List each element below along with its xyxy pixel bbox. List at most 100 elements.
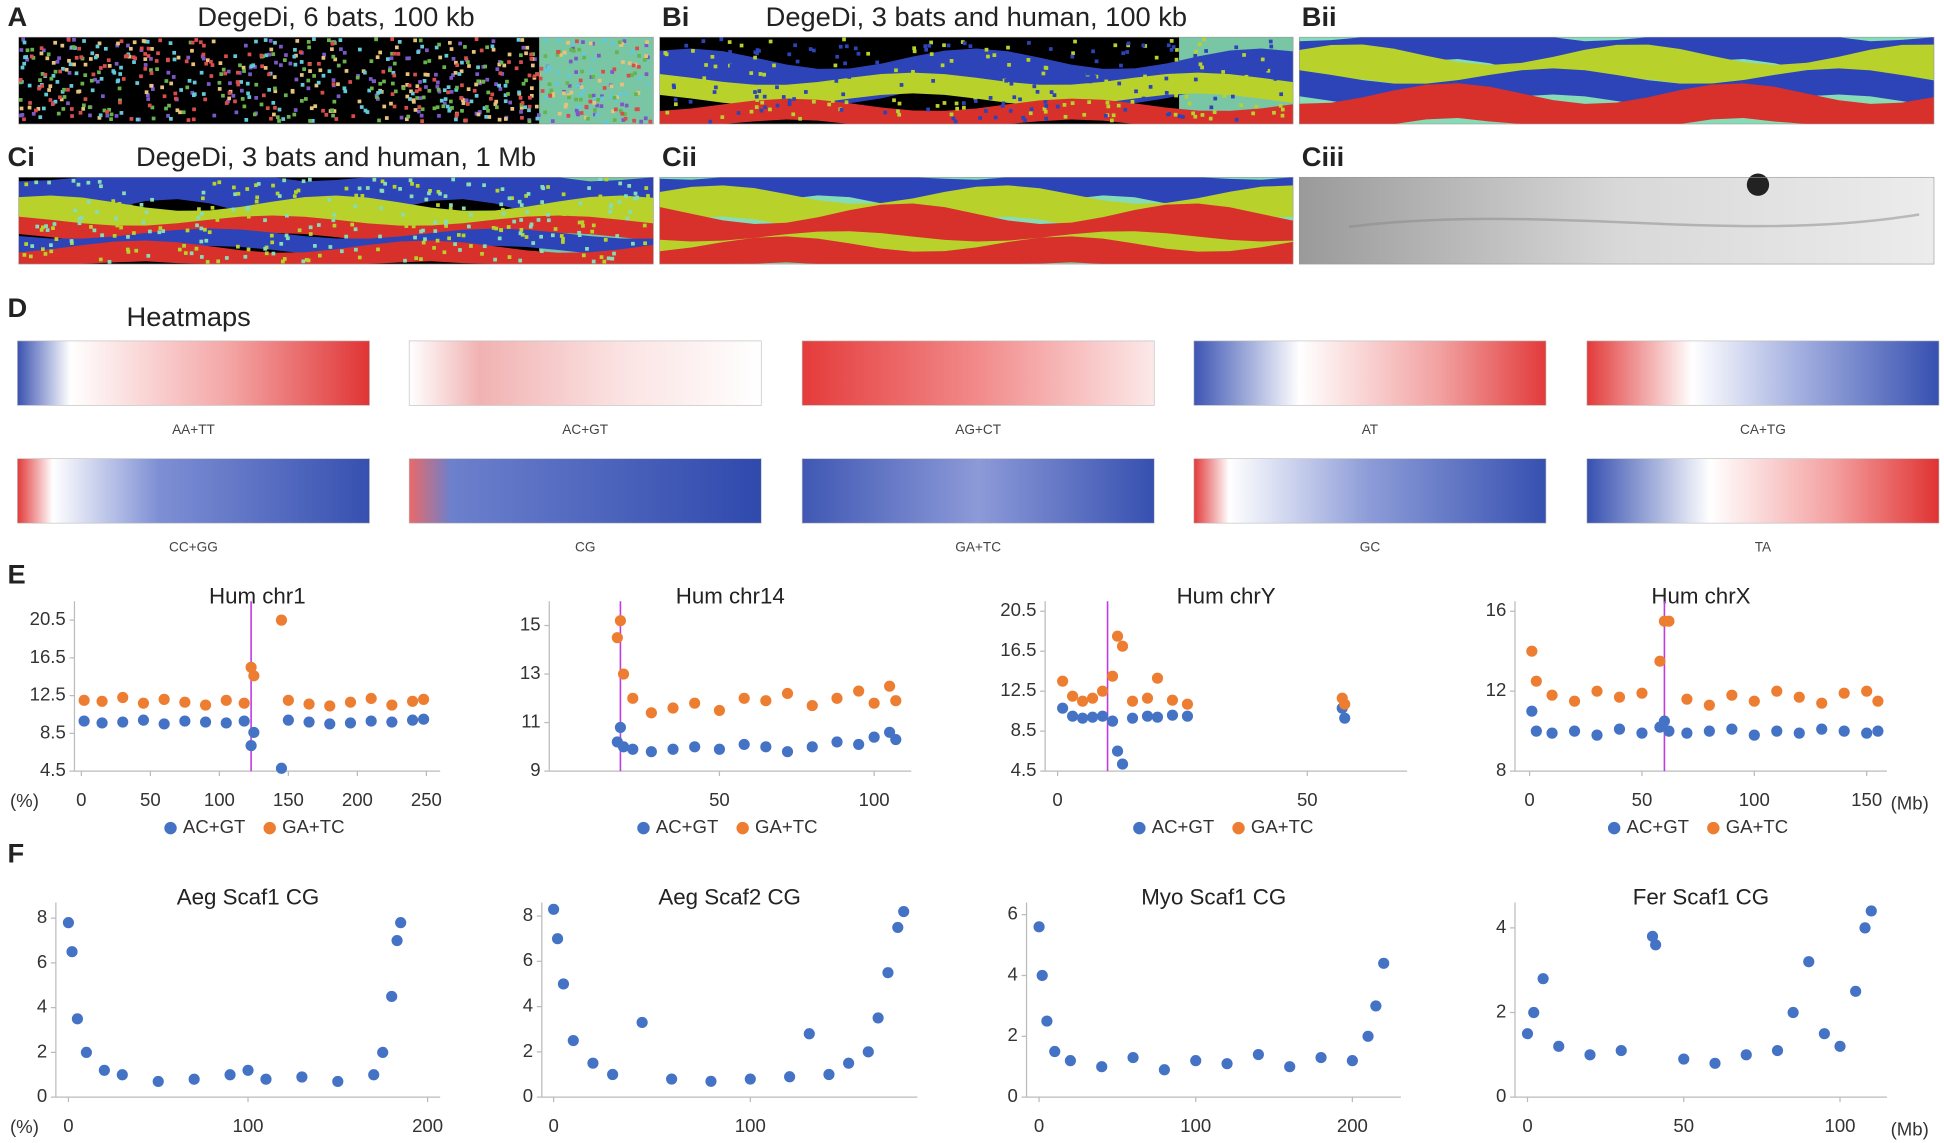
map-speckle	[524, 78, 528, 83]
map-speckle	[199, 239, 204, 244]
map-speckle	[331, 54, 336, 59]
map-speckle	[615, 50, 619, 55]
map-speckle	[279, 241, 284, 246]
map-speckle	[71, 45, 76, 49]
map-speckle	[60, 199, 65, 204]
map-speckle	[342, 59, 347, 64]
map-speckle	[672, 64, 677, 69]
map-speckle	[539, 234, 543, 239]
map-speckle	[648, 119, 653, 124]
map-speckle	[48, 84, 53, 89]
map-speckle	[20, 65, 25, 70]
map-speckle	[83, 97, 88, 101]
map-speckle	[475, 72, 480, 77]
map-speckle	[702, 76, 707, 81]
map-speckle	[1222, 93, 1227, 98]
data-point	[713, 704, 726, 717]
map-speckle	[265, 205, 269, 210]
map-speckle	[637, 53, 641, 58]
map-speckle	[627, 184, 632, 188]
data-point	[1111, 745, 1124, 757]
map-speckle	[254, 183, 258, 188]
map-speckle	[275, 191, 280, 196]
map-speckle	[417, 105, 422, 109]
map-speckle	[989, 89, 993, 94]
data-point	[1111, 630, 1124, 642]
map-speckle	[99, 184, 103, 189]
map-speckle	[466, 60, 470, 64]
data-point	[1033, 921, 1045, 933]
map-speckle	[1121, 51, 1126, 56]
y-tick-label: 13	[520, 662, 541, 683]
map-speckle	[28, 101, 32, 105]
map-speckle	[643, 241, 647, 246]
map-speckle	[404, 224, 409, 228]
map-speckle	[479, 48, 484, 53]
map-speckle	[40, 84, 45, 88]
map-speckle	[1173, 112, 1178, 117]
map-speckle	[844, 100, 849, 105]
map-speckle	[380, 209, 384, 214]
x-tick-label: 0	[63, 1115, 73, 1136]
map-speckle	[353, 204, 358, 209]
map-speckle	[1272, 110, 1276, 115]
map-speckle	[506, 92, 510, 96]
data-point	[406, 695, 419, 707]
legend-label: GA+TC	[282, 816, 344, 837]
map-speckle	[574, 108, 579, 113]
map-speckle	[342, 86, 347, 91]
map-speckle	[534, 104, 539, 109]
map-speckle	[1164, 90, 1169, 95]
map-speckle	[750, 84, 755, 89]
map-speckle	[392, 73, 397, 78]
map-speckle	[591, 74, 596, 79]
data-point	[78, 715, 90, 727]
map-speckle	[217, 180, 222, 185]
map-speckle	[580, 220, 585, 225]
map-speckle	[260, 64, 265, 69]
map-speckle	[1206, 67, 1210, 72]
data-point	[1850, 985, 1862, 997]
map-speckle	[363, 108, 368, 113]
map-speckle	[1269, 44, 1274, 49]
data-point	[1771, 685, 1783, 697]
map-speckle	[83, 62, 88, 67]
data-point	[78, 694, 90, 706]
data-point	[344, 696, 357, 708]
data-point	[275, 762, 288, 774]
map-speckle	[604, 120, 609, 124]
map-speckle	[574, 97, 578, 102]
map-speckle	[914, 75, 919, 80]
map-speckle	[397, 40, 402, 44]
map-speckle	[56, 111, 61, 116]
map-speckle	[580, 69, 584, 74]
map-speckle	[595, 103, 599, 108]
data-point	[1816, 697, 1828, 709]
map-speckle	[1209, 105, 1214, 110]
map-speckle	[500, 207, 505, 212]
map-band	[659, 231, 1294, 259]
panel-letter: Cii	[662, 141, 697, 172]
map-speckle	[432, 106, 437, 111]
map-speckle	[328, 245, 333, 249]
map-speckle	[1027, 41, 1031, 45]
map-speckle	[593, 96, 598, 101]
map-speckle	[355, 75, 360, 80]
map-speckle	[586, 116, 590, 121]
data-point	[332, 1075, 344, 1088]
map-speckle	[731, 56, 736, 61]
map-speckle	[146, 97, 151, 101]
map-speckle	[739, 43, 744, 48]
map-speckle	[439, 98, 444, 103]
map-speckle	[199, 70, 204, 75]
map-speckle	[639, 119, 644, 124]
map-speckle	[190, 40, 195, 45]
map-speckle	[421, 95, 426, 100]
map-speckle	[1260, 57, 1265, 62]
map-speckle	[543, 38, 547, 43]
map-speckle	[1174, 93, 1178, 98]
map-speckle	[425, 73, 430, 77]
heatmap	[801, 458, 1155, 524]
map-speckle	[1012, 95, 1017, 100]
map-speckle	[579, 111, 584, 115]
